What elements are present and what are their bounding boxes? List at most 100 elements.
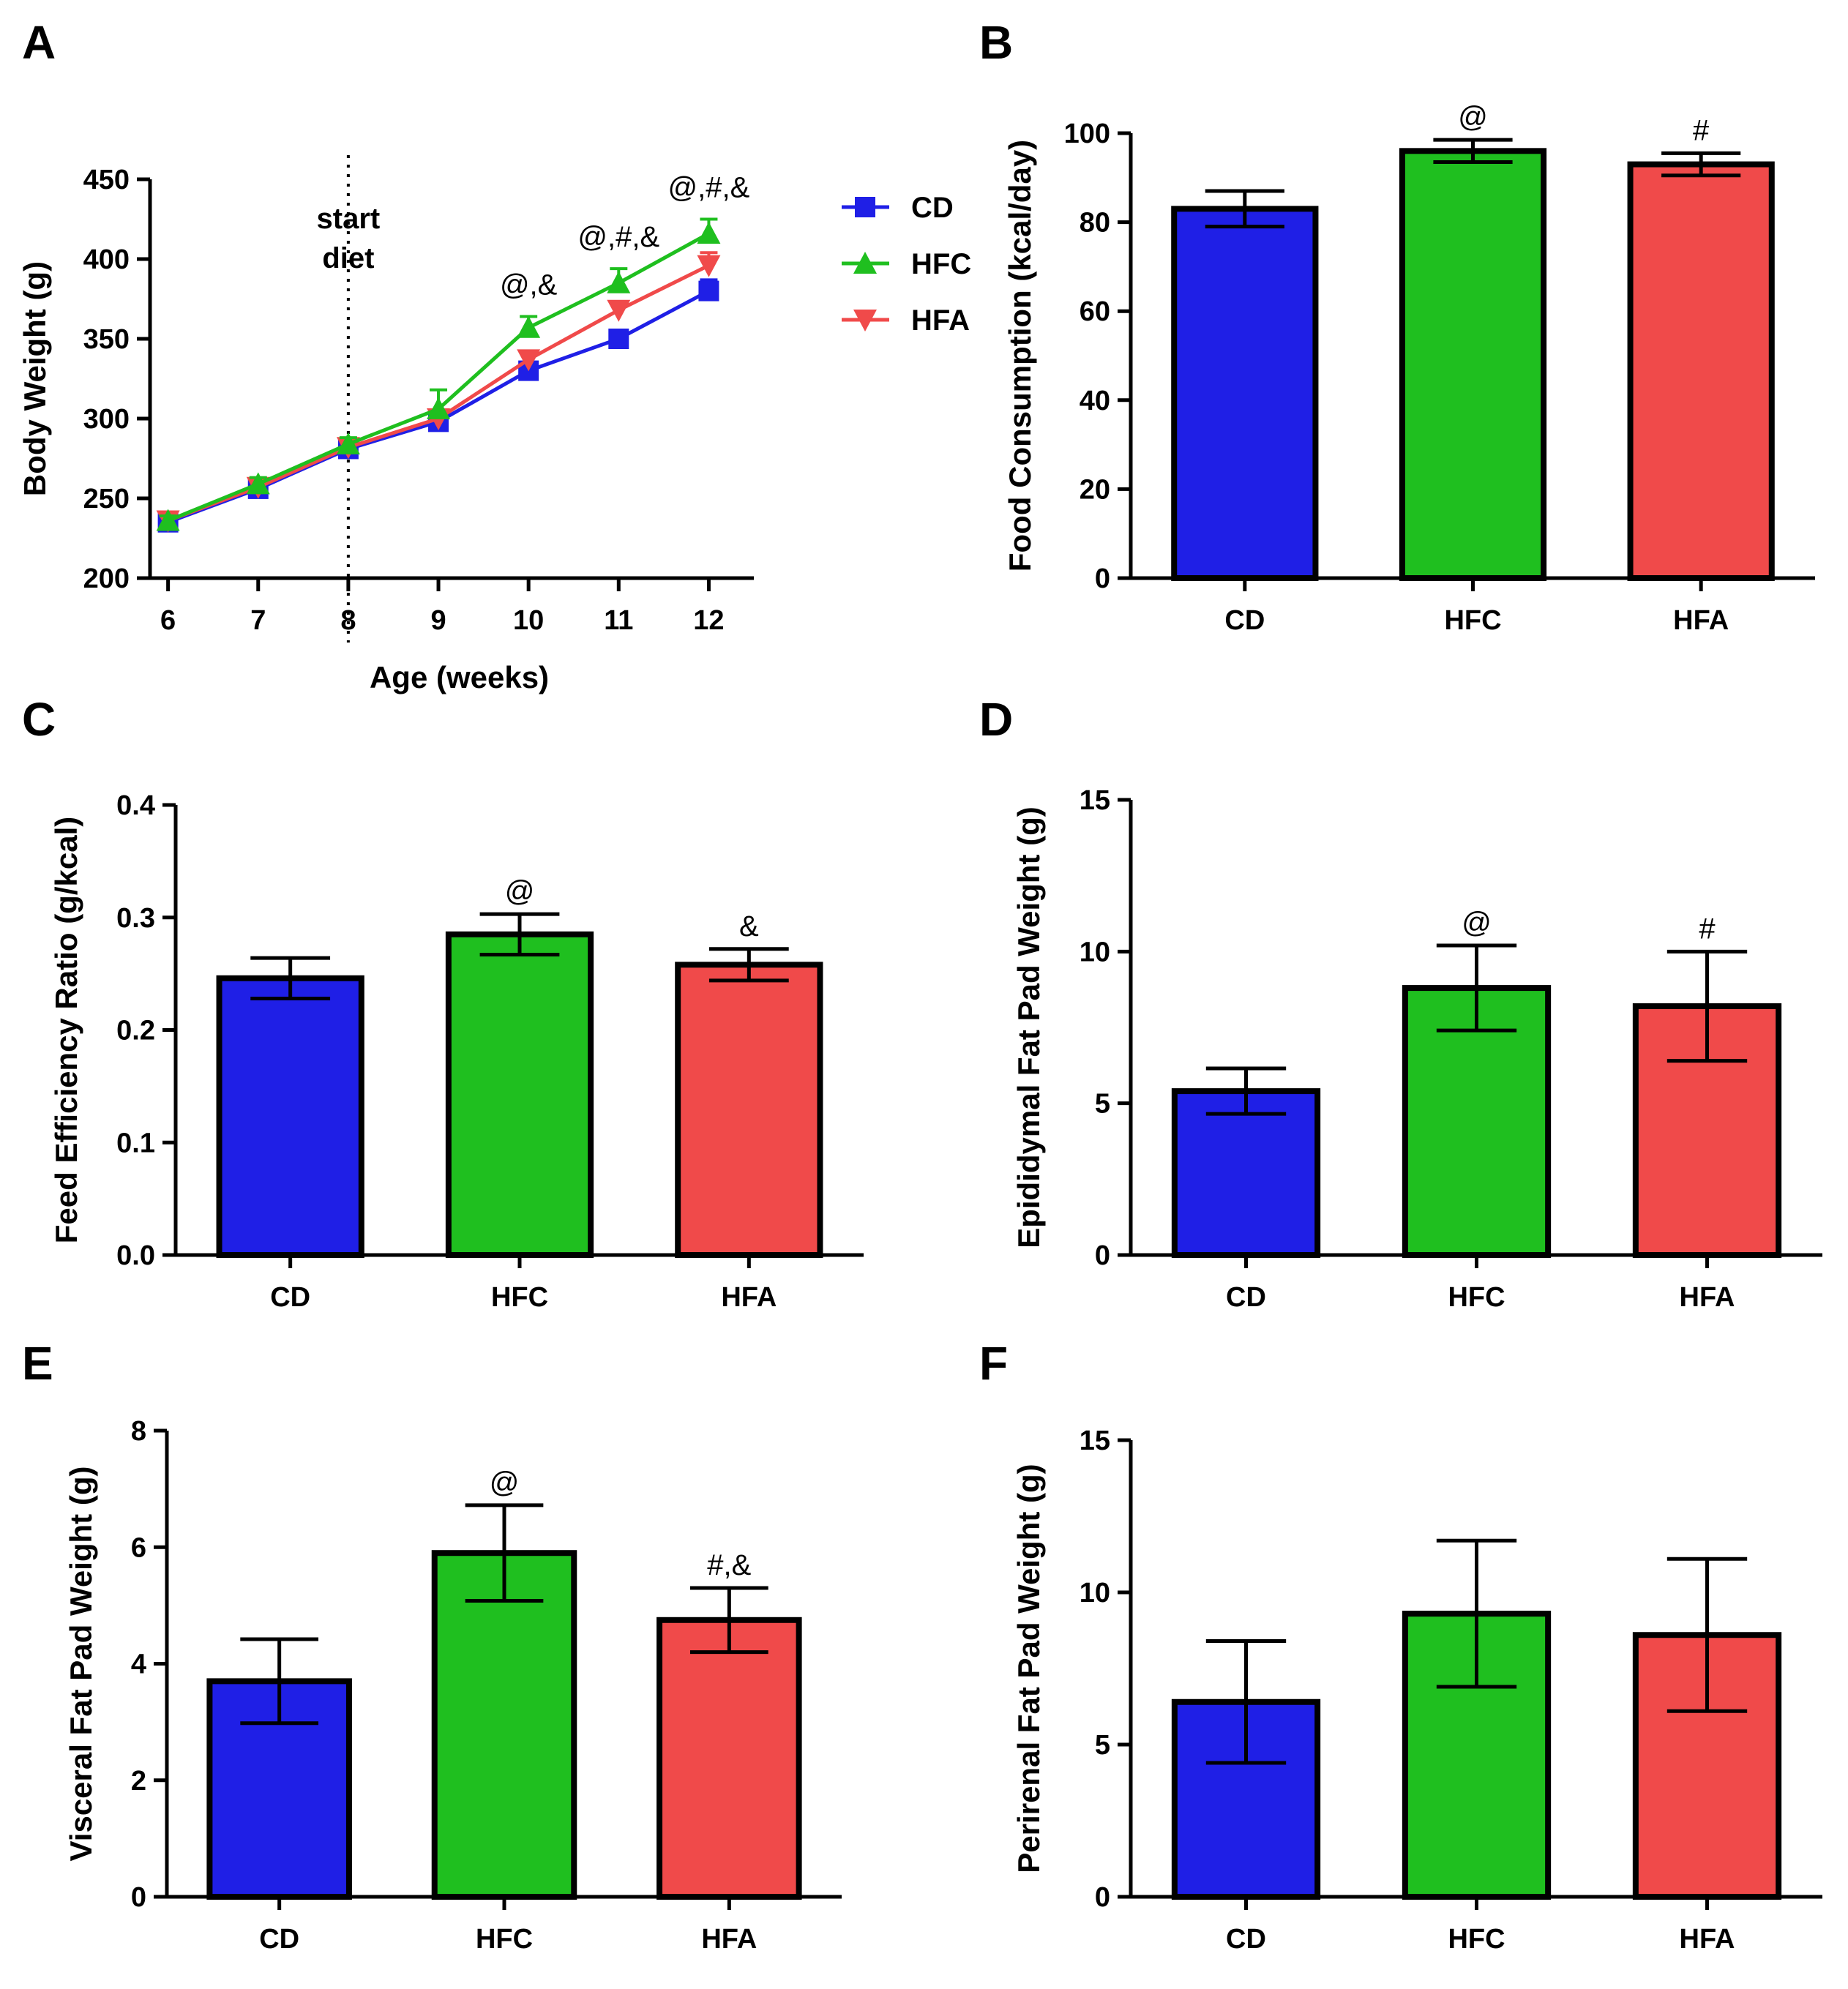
y-tick-label: 10 — [1080, 937, 1110, 967]
x-tick-label: HFA — [1673, 605, 1729, 636]
x-tick-label: CD — [259, 1924, 299, 1955]
bar-hfc — [1399, 148, 1547, 581]
panel-letter: E — [22, 1337, 53, 1390]
y-axis-label: Visceral Fat Pad Weight (g) — [64, 1467, 98, 1862]
start-diet-callout: diet — [322, 242, 374, 274]
y-axis-label: Feed Efficiency Ratio (g/kcal) — [49, 817, 83, 1244]
marker-triangle-up — [607, 271, 631, 293]
marker-triangle-up — [697, 222, 721, 244]
legend-label-hfa: HFA — [911, 304, 970, 337]
y-tick-label: 0 — [131, 1882, 146, 1913]
x-tick-label: 8 — [340, 605, 356, 636]
panel-letter: F — [979, 1337, 1008, 1390]
x-tick-label: HFC — [1444, 605, 1501, 636]
y-tick-label: 80 — [1080, 208, 1110, 239]
y-tick-label: 0.1 — [116, 1128, 155, 1158]
marker-triangle-up — [427, 397, 451, 419]
bar-hfc — [431, 1550, 577, 1900]
significance-label: # — [1699, 913, 1716, 945]
x-tick-label: 12 — [693, 605, 724, 636]
significance-label: @,& — [500, 269, 558, 301]
y-tick-label: 0.3 — [116, 903, 155, 934]
x-tick-label: HFA — [1680, 1924, 1735, 1955]
start-diet-callout: start — [317, 203, 381, 235]
x-tick-label: HFC — [1448, 1282, 1505, 1313]
x-tick-label: 11 — [604, 605, 633, 636]
y-tick-label: 8 — [131, 1416, 146, 1447]
marker-triangle-down — [853, 310, 877, 332]
y-tick-label: 0 — [1095, 1882, 1110, 1913]
x-tick-label: 9 — [430, 605, 446, 636]
legend-label-hfc: HFC — [911, 248, 971, 280]
marker-square — [855, 197, 875, 217]
panel-b: B 0 20 40 60 80 100 Food Consumption (kcal/day)… — [979, 16, 1815, 636]
significance-label: @,#,& — [668, 172, 750, 204]
y-tick-label: 200 — [83, 563, 130, 594]
bar-hfa — [1627, 161, 1775, 581]
y-axis-label: Perirenal Fat Pad Weight (g) — [1011, 1464, 1046, 1873]
marker-triangle-up — [853, 252, 877, 274]
bar-cd — [1171, 1088, 1321, 1258]
x-tick-label: HFC — [476, 1924, 533, 1955]
y-tick-label: 100 — [1064, 119, 1110, 149]
x-tick-label: CD — [270, 1282, 310, 1313]
panel-a: A 200 250 300 350 400 450 Body Weight (g) 6 7 8 9 10… — [18, 16, 971, 694]
x-tick-label: 7 — [250, 605, 266, 636]
significance-label: @ — [1458, 101, 1488, 133]
panel-d: D 0 5 10 15 Epididymal Fat Pad Weight (g) CD HF… — [979, 693, 1822, 1313]
x-tick-label: HFA — [1680, 1282, 1735, 1313]
bar-hfa — [675, 962, 823, 1258]
marker-triangle-down — [697, 255, 721, 277]
y-tick-label: 0.0 — [116, 1240, 155, 1271]
panel-letter: A — [22, 16, 56, 69]
marker-triangle-down — [517, 349, 541, 372]
bar-hfa — [656, 1617, 802, 1900]
y-tick-label: 350 — [83, 324, 130, 355]
marker-triangle-up — [156, 509, 180, 531]
panel-f: F 0 5 10 15 Perirenal Fat Pad Weight (g) CD HFC… — [979, 1337, 1822, 1955]
y-tick-label: 10 — [1080, 1578, 1110, 1608]
x-tick-label: 6 — [160, 605, 176, 636]
bar-hfc — [445, 931, 594, 1258]
significance-label: # — [1693, 114, 1710, 146]
panel-e: E 0 2 4 6 8 Visceral Fat Pad Weight (g) CD HFC @ H… — [22, 1337, 842, 1955]
x-tick-label: CD — [1226, 1282, 1266, 1313]
y-tick-label: 2 — [131, 1766, 146, 1797]
x-tick-label: CD — [1226, 1924, 1266, 1955]
bar-cd — [216, 975, 364, 1259]
y-tick-label: 0.2 — [116, 1016, 155, 1046]
significance-label: & — [739, 910, 759, 943]
marker-triangle-up — [517, 315, 541, 338]
significance-label: @,#,& — [577, 221, 659, 253]
y-tick-label: 4 — [131, 1649, 146, 1680]
x-tick-label: HFA — [721, 1282, 777, 1313]
x-tick-label: HFC — [1448, 1924, 1505, 1955]
y-tick-label: 40 — [1080, 386, 1110, 416]
significance-label: @ — [1462, 907, 1492, 939]
marker-square — [608, 329, 629, 349]
legend-label-cd: CD — [911, 192, 954, 224]
bar-cd — [1171, 206, 1319, 581]
panel-letter: D — [979, 693, 1013, 746]
y-tick-label: 450 — [83, 165, 130, 195]
y-tick-label: 60 — [1080, 296, 1110, 327]
x-tick-label: HFA — [701, 1924, 757, 1955]
x-axis-label: Age (weeks) — [370, 660, 549, 694]
y-tick-label: 5 — [1095, 1730, 1110, 1761]
panel-letter: C — [22, 693, 56, 746]
x-tick-label: 10 — [513, 605, 544, 636]
y-tick-label: 0 — [1095, 563, 1110, 594]
y-tick-label: 5 — [1095, 1089, 1110, 1120]
significance-label: #,& — [707, 1549, 751, 1581]
y-tick-label: 15 — [1080, 785, 1110, 816]
y-tick-label: 400 — [83, 244, 130, 275]
marker-triangle-up — [246, 472, 270, 495]
panel-letter: B — [979, 16, 1013, 69]
y-tick-label: 250 — [83, 484, 130, 514]
y-tick-label: 6 — [131, 1532, 146, 1563]
marker-square — [698, 280, 719, 301]
y-tick-label: 20 — [1080, 474, 1110, 505]
y-axis-label: Food Consumption (kcal/day) — [1003, 140, 1037, 572]
y-tick-label: 0.4 — [116, 790, 155, 821]
